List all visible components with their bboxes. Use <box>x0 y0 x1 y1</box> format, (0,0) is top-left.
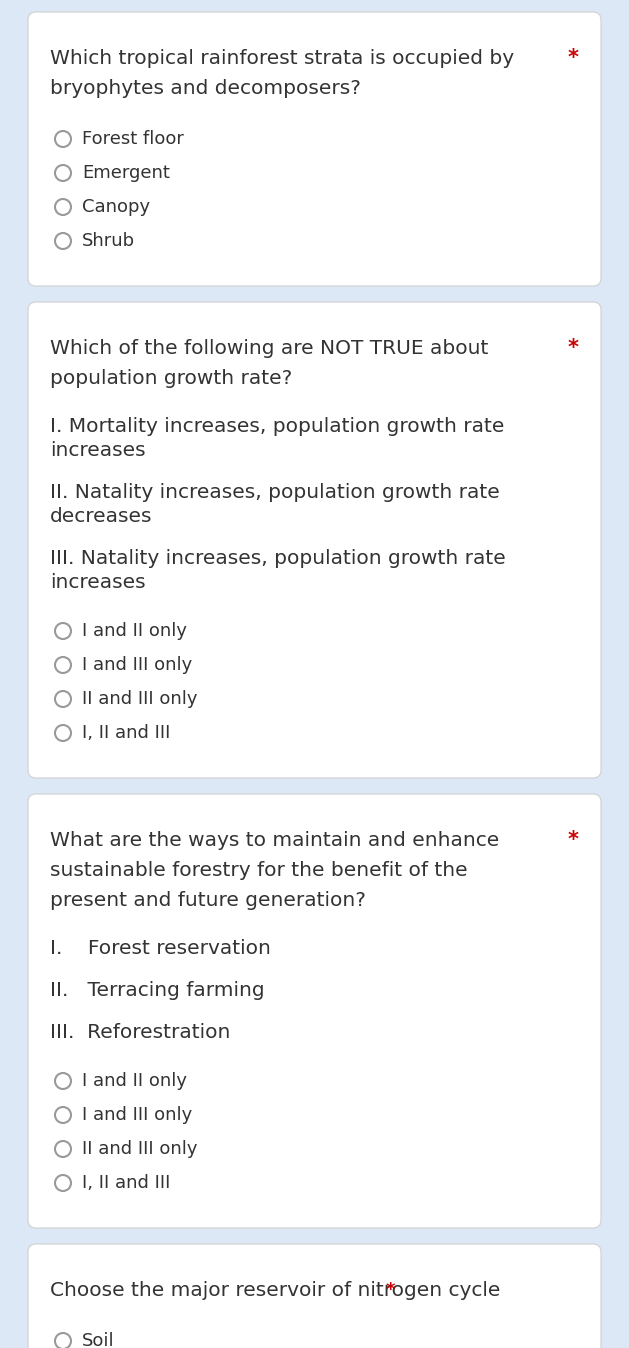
Text: II. Natality increases, population growth rate: II. Natality increases, population growt… <box>50 483 500 501</box>
Circle shape <box>55 233 71 249</box>
Text: Shrub: Shrub <box>82 232 135 249</box>
Text: II and III only: II and III only <box>82 690 198 708</box>
Text: III.  Reforestration: III. Reforestration <box>50 1023 230 1042</box>
Text: *: * <box>568 49 579 67</box>
Text: *: * <box>386 1281 395 1299</box>
Text: *: * <box>568 830 579 851</box>
Circle shape <box>55 1073 71 1089</box>
Text: Which tropical rainforest strata is occupied by: Which tropical rainforest strata is occu… <box>50 49 514 67</box>
Circle shape <box>55 725 71 741</box>
Text: present and future generation?: present and future generation? <box>50 891 366 910</box>
Text: II and III only: II and III only <box>82 1140 198 1158</box>
Text: Forest floor: Forest floor <box>82 129 184 148</box>
Circle shape <box>55 1107 71 1123</box>
Text: population growth rate?: population growth rate? <box>50 368 292 387</box>
Text: Emergent: Emergent <box>82 164 170 182</box>
Text: II.   Terracing farming: II. Terracing farming <box>50 981 265 1000</box>
FancyBboxPatch shape <box>28 302 601 778</box>
Text: III. Natality increases, population growth rate: III. Natality increases, population grow… <box>50 549 506 568</box>
Circle shape <box>55 131 71 147</box>
Text: Soil: Soil <box>82 1332 114 1348</box>
Text: Choose the major reservoir of nitrogen cycle: Choose the major reservoir of nitrogen c… <box>50 1281 501 1299</box>
FancyBboxPatch shape <box>28 794 601 1228</box>
Text: Canopy: Canopy <box>82 198 150 216</box>
Text: I, II and III: I, II and III <box>82 724 170 741</box>
FancyBboxPatch shape <box>28 1244 601 1348</box>
Text: I, II and III: I, II and III <box>82 1174 170 1192</box>
Text: What are the ways to maintain and enhance: What are the ways to maintain and enhanc… <box>50 830 499 849</box>
Text: I and II only: I and II only <box>82 1072 187 1091</box>
Text: I. Mortality increases, population growth rate: I. Mortality increases, population growt… <box>50 417 504 435</box>
Circle shape <box>55 623 71 639</box>
Circle shape <box>55 692 71 706</box>
Circle shape <box>55 200 71 214</box>
FancyBboxPatch shape <box>28 12 601 286</box>
Text: I and III only: I and III only <box>82 1105 192 1124</box>
Text: sustainable forestry for the benefit of the: sustainable forestry for the benefit of … <box>50 860 467 879</box>
Circle shape <box>55 1140 71 1157</box>
Text: Which of the following are NOT TRUE about: Which of the following are NOT TRUE abou… <box>50 338 488 357</box>
Text: I.    Forest reservation: I. Forest reservation <box>50 940 271 958</box>
Text: increases: increases <box>50 573 146 592</box>
Circle shape <box>55 1333 71 1348</box>
Text: I and III only: I and III only <box>82 656 192 674</box>
Text: bryophytes and decomposers?: bryophytes and decomposers? <box>50 78 361 97</box>
Circle shape <box>55 164 71 181</box>
Circle shape <box>55 656 71 673</box>
Text: increases: increases <box>50 441 146 460</box>
Text: I and II only: I and II only <box>82 621 187 640</box>
Circle shape <box>55 1175 71 1192</box>
Text: decreases: decreases <box>50 507 152 526</box>
Text: *: * <box>568 338 579 359</box>
